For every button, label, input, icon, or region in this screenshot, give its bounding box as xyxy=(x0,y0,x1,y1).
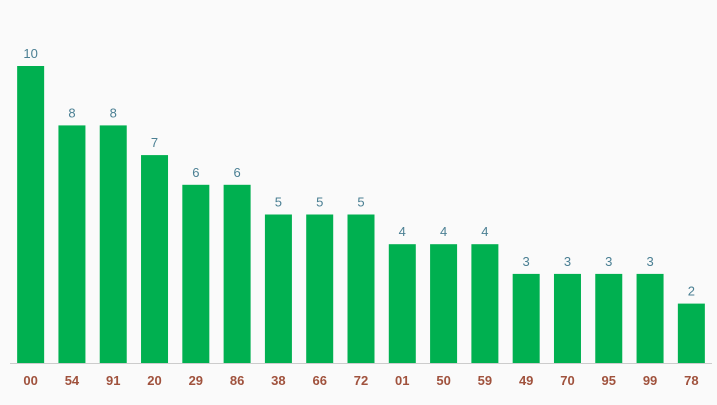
value-label-59: 4 xyxy=(481,224,488,239)
bar-20 xyxy=(141,155,169,363)
bar-95 xyxy=(595,273,623,363)
x-tick-label-00: 00 xyxy=(23,373,37,388)
x-tick-label-70: 70 xyxy=(560,373,574,388)
x-tick-label-59: 59 xyxy=(478,373,492,388)
bar-86 xyxy=(223,184,251,363)
x-tick-label-95: 95 xyxy=(602,373,616,388)
x-tick-label-99: 99 xyxy=(643,373,657,388)
x-tick-label-72: 72 xyxy=(354,373,368,388)
x-tick-label-54: 54 xyxy=(65,373,80,388)
x-tick-label-20: 20 xyxy=(147,373,161,388)
value-label-72: 5 xyxy=(357,195,364,210)
value-label-78: 2 xyxy=(688,284,695,299)
bar-01 xyxy=(388,244,416,363)
value-label-86: 6 xyxy=(234,165,241,180)
value-label-54: 8 xyxy=(68,105,75,120)
bar-49 xyxy=(512,273,540,363)
bar-66 xyxy=(306,214,334,363)
x-tick-label-78: 78 xyxy=(684,373,698,388)
x-tick-label-91: 91 xyxy=(106,373,120,388)
x-tick-label-49: 49 xyxy=(519,373,533,388)
bars-group xyxy=(17,66,705,364)
value-label-38: 5 xyxy=(275,195,282,210)
value-label-91: 8 xyxy=(110,105,117,120)
bar-91 xyxy=(99,125,127,364)
x-tick-label-50: 50 xyxy=(436,373,450,388)
x-tick-label-38: 38 xyxy=(271,373,285,388)
bar-29 xyxy=(182,184,210,363)
bar-00 xyxy=(17,66,45,363)
bar-78 xyxy=(677,303,705,363)
value-label-66: 5 xyxy=(316,195,323,210)
value-label-01: 4 xyxy=(399,224,406,239)
value-label-70: 3 xyxy=(564,254,571,269)
value-label-99: 3 xyxy=(646,254,653,269)
value-label-20: 7 xyxy=(151,135,158,150)
x-tick-labels-group: 00 54 91 20 29 86 38 66 72 01 50 59 49 70 95 99 78 xyxy=(23,373,698,388)
bar-59 xyxy=(471,244,499,363)
bar-99 xyxy=(636,273,664,363)
x-tick-label-29: 29 xyxy=(189,373,203,388)
bar-54 xyxy=(58,125,86,364)
x-tick-label-01: 01 xyxy=(395,373,409,388)
value-label-95: 3 xyxy=(605,254,612,269)
bar-50 xyxy=(430,244,458,363)
bar-38 xyxy=(264,214,292,363)
value-label-29: 6 xyxy=(192,165,199,180)
value-label-49: 3 xyxy=(523,254,530,269)
x-tick-label-66: 66 xyxy=(312,373,326,388)
value-label-00: 10 xyxy=(23,46,37,61)
bar-72 xyxy=(347,214,375,363)
bar-70 xyxy=(553,273,581,363)
x-tick-label-86: 86 xyxy=(230,373,244,388)
value-labels-group: 10 8 8 7 6 6 5 5 5 4 4 4 3 3 3 3 2 xyxy=(23,46,695,299)
value-label-50: 4 xyxy=(440,224,447,239)
